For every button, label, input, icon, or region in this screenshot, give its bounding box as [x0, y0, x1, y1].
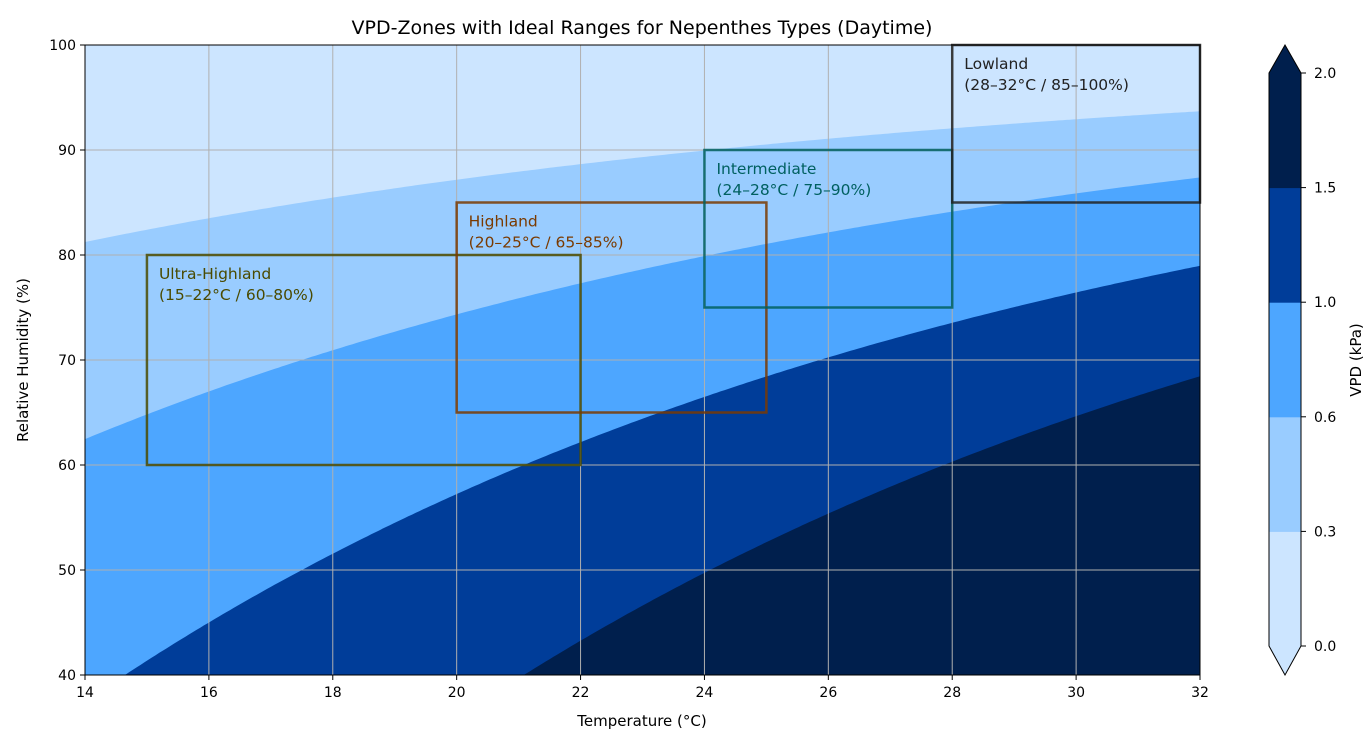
colorbar-tick-label: 1.0	[1314, 295, 1336, 311]
zone-range-label: (28–32°C / 85–100%)	[964, 76, 1129, 94]
zone-name: Ultra-Highland	[159, 265, 271, 283]
zone-highland: Highland (20–25°C / 65–85%)	[455, 201, 768, 414]
x-tick-label: 20	[448, 685, 466, 701]
y-tick-label: 80	[58, 248, 76, 264]
y-axis-label: Relative Humidity (%)	[14, 278, 32, 442]
x-tick-label: 24	[696, 685, 714, 701]
colorbar-tick-label: 0.6	[1314, 410, 1336, 426]
y-tick-label: 70	[58, 353, 76, 369]
zone-box	[145, 253, 582, 467]
y-tick-label: 60	[58, 458, 76, 474]
y-tick-label: 50	[58, 563, 76, 579]
x-tick-label: 30	[1067, 685, 1085, 701]
zone-name: Lowland	[964, 55, 1028, 73]
zone-name: Highland	[469, 213, 538, 231]
y-tick-label: 100	[49, 38, 76, 54]
x-tick-label: 22	[572, 685, 590, 701]
x-tick-label: 28	[943, 685, 961, 701]
colorbar-tick-label: 0.0	[1314, 639, 1336, 655]
zone-range-label: (15–22°C / 60–80%)	[159, 286, 314, 304]
zone-range-label: (20–25°C / 65–85%)	[469, 234, 624, 252]
colorbar-tick-label: 1.5	[1314, 181, 1336, 197]
colorbar-segment-1	[1269, 416, 1301, 532]
colorbar-tick-label: 0.3	[1314, 524, 1336, 540]
y-tick-label: 90	[58, 143, 76, 159]
x-tick-label: 18	[324, 685, 342, 701]
y-tick-label: 40	[58, 668, 76, 684]
zone-box	[703, 148, 954, 309]
colorbar-extend-max	[1269, 45, 1301, 73]
colorbar-label: VPD (kPa)	[1347, 323, 1365, 397]
x-tick-label: 26	[819, 685, 837, 701]
x-axis-label: Temperature (°C)	[576, 712, 706, 730]
colorbar-segment-3	[1269, 187, 1301, 303]
colorbar-extend-min	[1269, 646, 1301, 675]
zone-ultra-highland: Ultra-Highland (15–22°C / 60–80%)	[145, 253, 582, 467]
colorbar-segment-4	[1269, 73, 1301, 189]
x-tick-label: 16	[200, 685, 218, 701]
colorbar-segment-0	[1269, 531, 1301, 647]
x-tick-label: 14	[76, 685, 94, 701]
zone-name: Intermediate	[716, 160, 816, 178]
zone-intermediate: Intermediate (24–28°C / 75–90%)	[703, 148, 954, 309]
colorbar-segment-2	[1269, 302, 1301, 418]
colorbar-tick-label: 2.0	[1314, 66, 1336, 82]
x-tick-label: 32	[1191, 685, 1209, 701]
vpd-band-4	[85, 376, 1200, 675]
chart-title: VPD-Zones with Ideal Ranges for Nepenthe…	[352, 17, 933, 39]
zone-range-label: (24–28°C / 75–90%)	[716, 181, 871, 199]
